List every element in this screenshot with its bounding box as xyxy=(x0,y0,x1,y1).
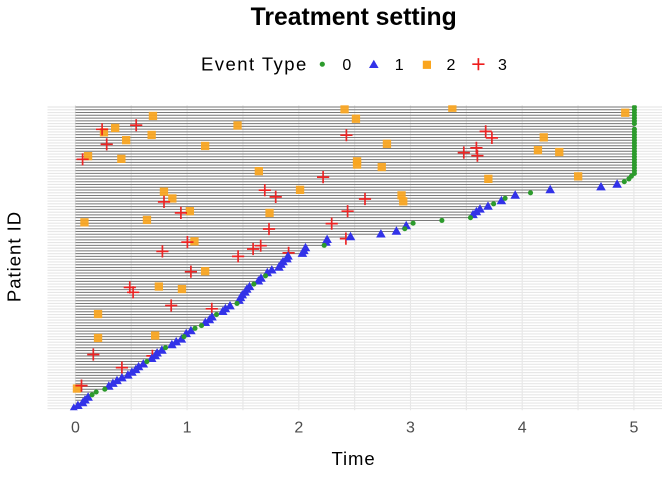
svg-text:1: 1 xyxy=(183,419,192,436)
svg-text:2: 2 xyxy=(294,419,303,436)
svg-text:3: 3 xyxy=(498,57,507,74)
svg-text:0: 0 xyxy=(342,57,351,74)
svg-text:Patient ID: Patient ID xyxy=(4,211,25,302)
svg-text:Time: Time xyxy=(331,448,375,469)
svg-text:3: 3 xyxy=(406,419,415,436)
svg-text:Treatment setting: Treatment setting xyxy=(251,4,457,31)
svg-text:5: 5 xyxy=(629,419,638,436)
svg-text:0: 0 xyxy=(71,419,80,436)
svg-text:Event Type: Event Type xyxy=(201,54,308,75)
svg-text:4: 4 xyxy=(518,419,527,436)
svg-text:2: 2 xyxy=(446,57,455,74)
svg-text:1: 1 xyxy=(395,57,404,74)
